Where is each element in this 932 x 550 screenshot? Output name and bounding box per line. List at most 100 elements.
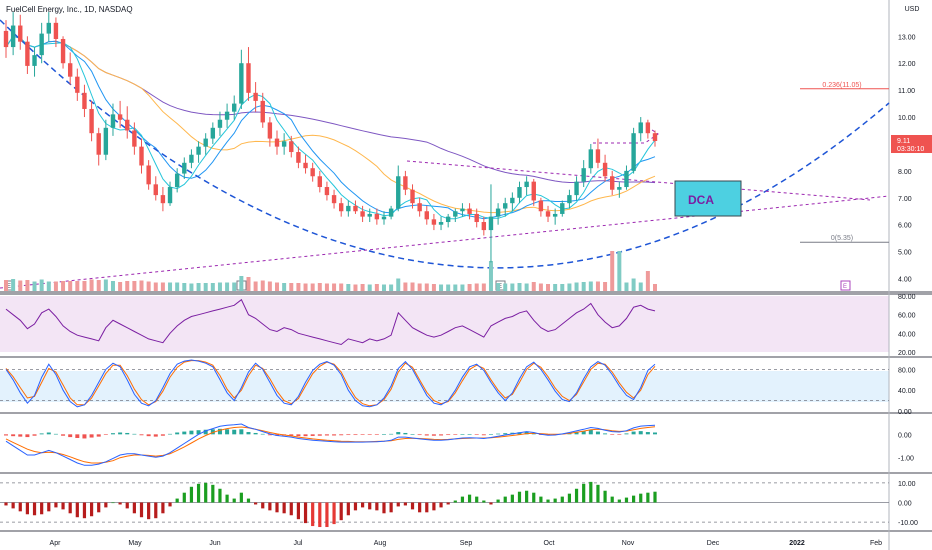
macd-hist-bar [118, 432, 123, 435]
candle-body [132, 130, 137, 147]
candle-body [60, 38, 66, 64]
volume-bar [574, 282, 579, 291]
dca-box[interactable] [674, 180, 742, 217]
momentum-bar [553, 498, 557, 503]
momentum-bar [175, 498, 179, 503]
macd-hist-bar [168, 433, 173, 435]
volume-bar [132, 281, 137, 291]
candle-body [67, 63, 73, 77]
time-tick-label: Apr [50, 540, 62, 547]
candle-body [488, 216, 494, 231]
momentum-bar [82, 502, 87, 519]
momentum-bar [617, 499, 621, 503]
candle-body [581, 168, 586, 182]
candle-body [645, 122, 651, 134]
momentum-bar [353, 502, 358, 511]
price-tick-label: 4.00 [898, 277, 912, 284]
momentum-bar [211, 484, 215, 503]
macd-hist-bar [125, 432, 130, 435]
stoch-tick-label: 40.00 [898, 388, 916, 395]
macd-hist-bar [289, 434, 294, 436]
volume-bar [303, 283, 308, 291]
candle-body [274, 138, 280, 147]
stoch-k-line [5, 359, 656, 408]
pennant-lines [593, 124, 659, 144]
volume-bar [617, 251, 622, 291]
volume-bar [225, 282, 230, 291]
volume-bar [567, 283, 572, 291]
momentum-bar [118, 502, 122, 505]
momentum-bar [653, 491, 657, 503]
momentum-bar [475, 496, 479, 503]
candle-body [153, 184, 158, 196]
price-axis: 13.0012.0011.0010.009.008.007.006.005.00… [891, 34, 932, 284]
macd-hist-bar [467, 434, 472, 435]
macd-hist-bar [246, 432, 251, 435]
macd-hist-bar [267, 434, 272, 436]
momentum-tick-label: -10.00 [898, 520, 918, 527]
earnings-marker [840, 280, 851, 291]
momentum-bar [396, 502, 400, 507]
candle-body [196, 146, 201, 155]
candle-body [346, 205, 351, 212]
momentum-bar [68, 502, 72, 514]
candle-body [517, 187, 522, 198]
time-tick-label: Jun [209, 540, 220, 547]
time-tick-label: Feb [870, 540, 882, 547]
candle-body [381, 216, 387, 220]
candle-body [503, 203, 508, 209]
time-tick-label: May [128, 540, 142, 547]
candle-body [360, 211, 365, 217]
candle-body [617, 187, 622, 190]
macd-hist-bar [53, 433, 58, 435]
momentum-bar [32, 502, 37, 516]
earnings-marker-label: E [843, 284, 847, 290]
volume-bar [146, 281, 151, 291]
macd-hist-bar [139, 434, 144, 436]
candle-body [246, 63, 251, 93]
earnings-marker-label: E [7, 284, 11, 290]
candle-body [253, 92, 258, 101]
candle-body [267, 122, 273, 139]
macd-hist-bar [531, 433, 536, 435]
momentum-bar [132, 502, 136, 514]
candle-body [445, 216, 451, 223]
momentum-bar [268, 502, 272, 511]
momentum-bar [61, 502, 65, 510]
macd-hist-bar [25, 434, 30, 438]
volume-bar [460, 284, 465, 291]
macd-hist-bar [474, 434, 479, 435]
macd-hist-bar [546, 434, 551, 436]
macd-tick-label: -1.00 [898, 455, 914, 462]
momentum-pane: 10.00 0.00 -10.00 [0, 481, 918, 527]
volume-bar [239, 276, 244, 291]
time-tick-label: 2022 [789, 540, 805, 547]
candle-body [574, 181, 579, 196]
volume-bar [389, 284, 394, 291]
sma-mid-line [5, 35, 656, 220]
rsi-tick-label: 40.00 [898, 331, 916, 338]
candle-body [338, 203, 344, 212]
currency-label: USD [905, 6, 920, 13]
macd-hist-bar [389, 433, 394, 435]
volume-bar [332, 283, 337, 291]
macd-pane: 0.00 -1.00 [4, 423, 914, 466]
macd-hist-bar [253, 432, 258, 435]
macd-hist-bar [110, 433, 115, 435]
macd-hist-bar [339, 434, 344, 436]
volume-bar [232, 282, 237, 291]
momentum-bar [403, 502, 407, 506]
candle-body [182, 162, 187, 174]
candle-body [374, 213, 380, 220]
volume-bar [624, 282, 629, 291]
macd-hist-bar [160, 434, 165, 436]
macd-hist-bar [68, 434, 73, 438]
macd-hist-bar [403, 432, 408, 435]
macd-hist-bar [453, 434, 458, 435]
candle-body [538, 200, 544, 212]
volume-bars [4, 251, 657, 291]
candle-body [602, 162, 608, 177]
volume-bar [645, 271, 650, 291]
